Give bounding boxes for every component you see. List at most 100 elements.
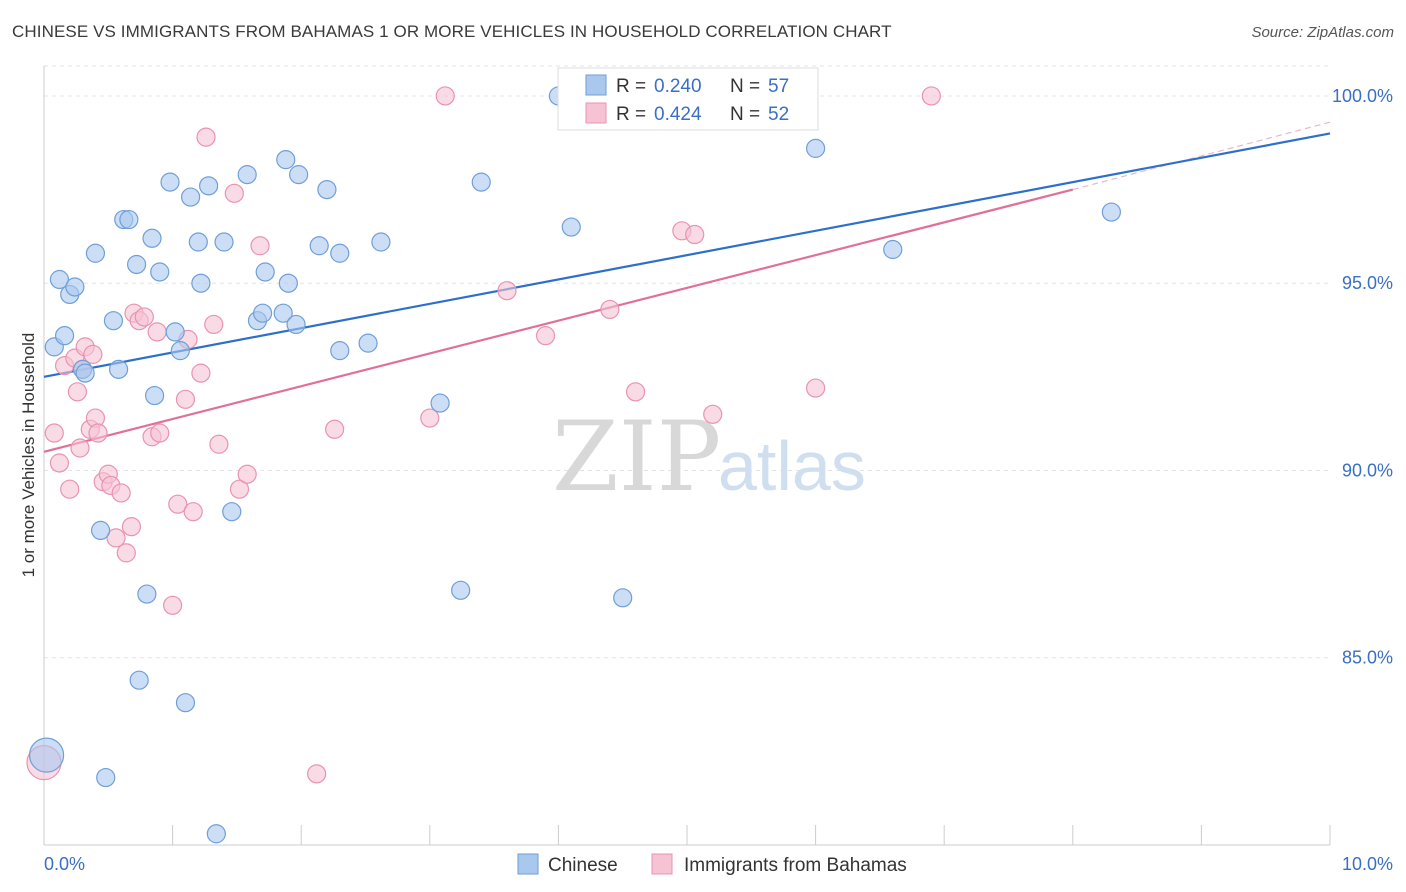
data-point-chinese (85, 243, 106, 263)
watermark-atlas: atlas (718, 427, 866, 505)
data-point-bahamas (168, 494, 188, 514)
legend-bottom: Chinese Immigrants from Bahamas (517, 853, 907, 876)
data-point-chinese (206, 824, 226, 844)
bottom-legend-swatch-chinese (517, 853, 539, 875)
source-label: Source: ZipAtlas.com (1251, 24, 1394, 41)
data-point-bahamas (106, 528, 126, 548)
watermark-zip: ZIP (552, 401, 721, 513)
legend-r-label-chinese: R = (616, 76, 646, 97)
data-point-bahamas (88, 423, 108, 443)
data-point-bahamas (147, 322, 167, 342)
data-point-chinese (75, 363, 95, 383)
data-point-chinese (28, 737, 65, 773)
data-point-chinese (191, 273, 211, 293)
data-point-bahamas (625, 382, 646, 402)
data-point-bahamas (535, 326, 556, 346)
y-tick-label: 85.0% (1342, 648, 1393, 668)
data-point-chinese (451, 580, 471, 600)
data-point-chinese (613, 588, 633, 608)
chart-title: CHINESE VS IMMIGRANTS FROM BAHAMAS 1 OR … (12, 22, 892, 41)
data-point-chinese (330, 341, 350, 361)
legend-top: R = 0.240 N = 57 R = 0.424 N = 52 (557, 67, 819, 131)
data-point-bahamas (163, 595, 183, 615)
data-point-chinese (188, 232, 208, 252)
data-point-chinese (129, 670, 149, 690)
data-point-chinese (358, 333, 378, 353)
data-point-chinese (144, 385, 165, 406)
data-point-chinese (255, 262, 275, 282)
data-point-bahamas (420, 408, 440, 428)
gridlines (44, 65, 1330, 659)
y-tick-label: 100.0% (1332, 86, 1393, 106)
data-point-bahamas (111, 483, 131, 503)
legend-r-value-bahamas: 0.424 (654, 104, 702, 125)
data-point-bahamas (307, 764, 327, 784)
series-chinese-points (28, 86, 1121, 844)
data-point-bahamas (600, 299, 620, 320)
data-point-chinese (561, 217, 581, 237)
legend-swatch-chinese (585, 74, 607, 96)
legend-n-value-bahamas: 52 (768, 104, 789, 125)
data-point-bahamas (191, 363, 211, 383)
data-point-chinese (309, 236, 329, 256)
data-point-chinese (883, 239, 903, 260)
data-point-bahamas (497, 281, 517, 301)
data-point-bahamas (121, 517, 142, 537)
data-point-chinese (49, 269, 70, 290)
legend-swatch-bahamas (585, 102, 607, 124)
data-point-bahamas (116, 543, 136, 563)
data-point-bahamas (60, 479, 80, 499)
legend-n-label-chinese: N = (730, 76, 760, 97)
legend-n-label-bahamas: N = (730, 104, 760, 125)
legend-n-value-chinese: 57 (768, 76, 789, 97)
y-tick-label: 95.0% (1342, 273, 1393, 293)
data-point-chinese (1101, 202, 1121, 222)
data-point-bahamas (44, 423, 64, 443)
data-point-chinese (199, 176, 219, 196)
data-point-bahamas (150, 423, 170, 443)
data-point-chinese (430, 393, 450, 413)
data-point-chinese (119, 209, 139, 230)
data-point-bahamas (204, 314, 224, 335)
data-point-chinese (273, 303, 293, 323)
data-point-chinese (142, 228, 162, 248)
data-point-chinese (330, 243, 350, 263)
data-point-bahamas (250, 236, 270, 256)
data-point-bahamas (70, 438, 90, 458)
data-point-chinese (371, 232, 391, 252)
data-point-chinese (126, 254, 147, 275)
data-point-chinese (286, 314, 306, 335)
data-point-bahamas (196, 127, 216, 147)
data-point-chinese (253, 303, 273, 323)
data-point-bahamas (49, 453, 70, 473)
data-point-bahamas (921, 86, 941, 106)
data-point-chinese (96, 767, 116, 788)
axes: 85.0% 90.0% 95.0% 100.0% 0.0% 10.0% (43, 66, 1393, 874)
data-point-chinese (471, 172, 491, 192)
data-point-bahamas (209, 434, 229, 454)
data-point-chinese (276, 150, 296, 170)
data-point-bahamas (237, 464, 257, 484)
data-point-chinese (103, 311, 124, 331)
data-point-chinese (150, 262, 170, 282)
data-point-bahamas (229, 479, 250, 499)
bottom-legend-label-chinese: Chinese (548, 855, 618, 876)
y-tick-label: 90.0% (1342, 460, 1393, 480)
data-point-bahamas (224, 183, 244, 203)
trend-line-bahamas (43, 188, 1074, 453)
y-axis-label: 1 or more Vehicles in Household (19, 333, 38, 578)
data-point-chinese (137, 584, 157, 604)
data-point-bahamas (183, 502, 203, 522)
data-point-chinese (317, 179, 337, 200)
data-point-bahamas (325, 419, 345, 439)
x-tick-label-min: 0.0% (44, 854, 85, 874)
data-point-chinese (222, 502, 242, 522)
data-point-chinese (160, 172, 180, 192)
data-point-bahamas (175, 389, 196, 409)
data-point-chinese (170, 341, 190, 361)
legend-r-label-bahamas: R = (616, 104, 646, 125)
data-point-bahamas (805, 378, 826, 398)
watermark: ZIP atlas (552, 401, 866, 513)
data-point-chinese (237, 165, 257, 185)
trend-extension-bahamas (1072, 121, 1331, 191)
